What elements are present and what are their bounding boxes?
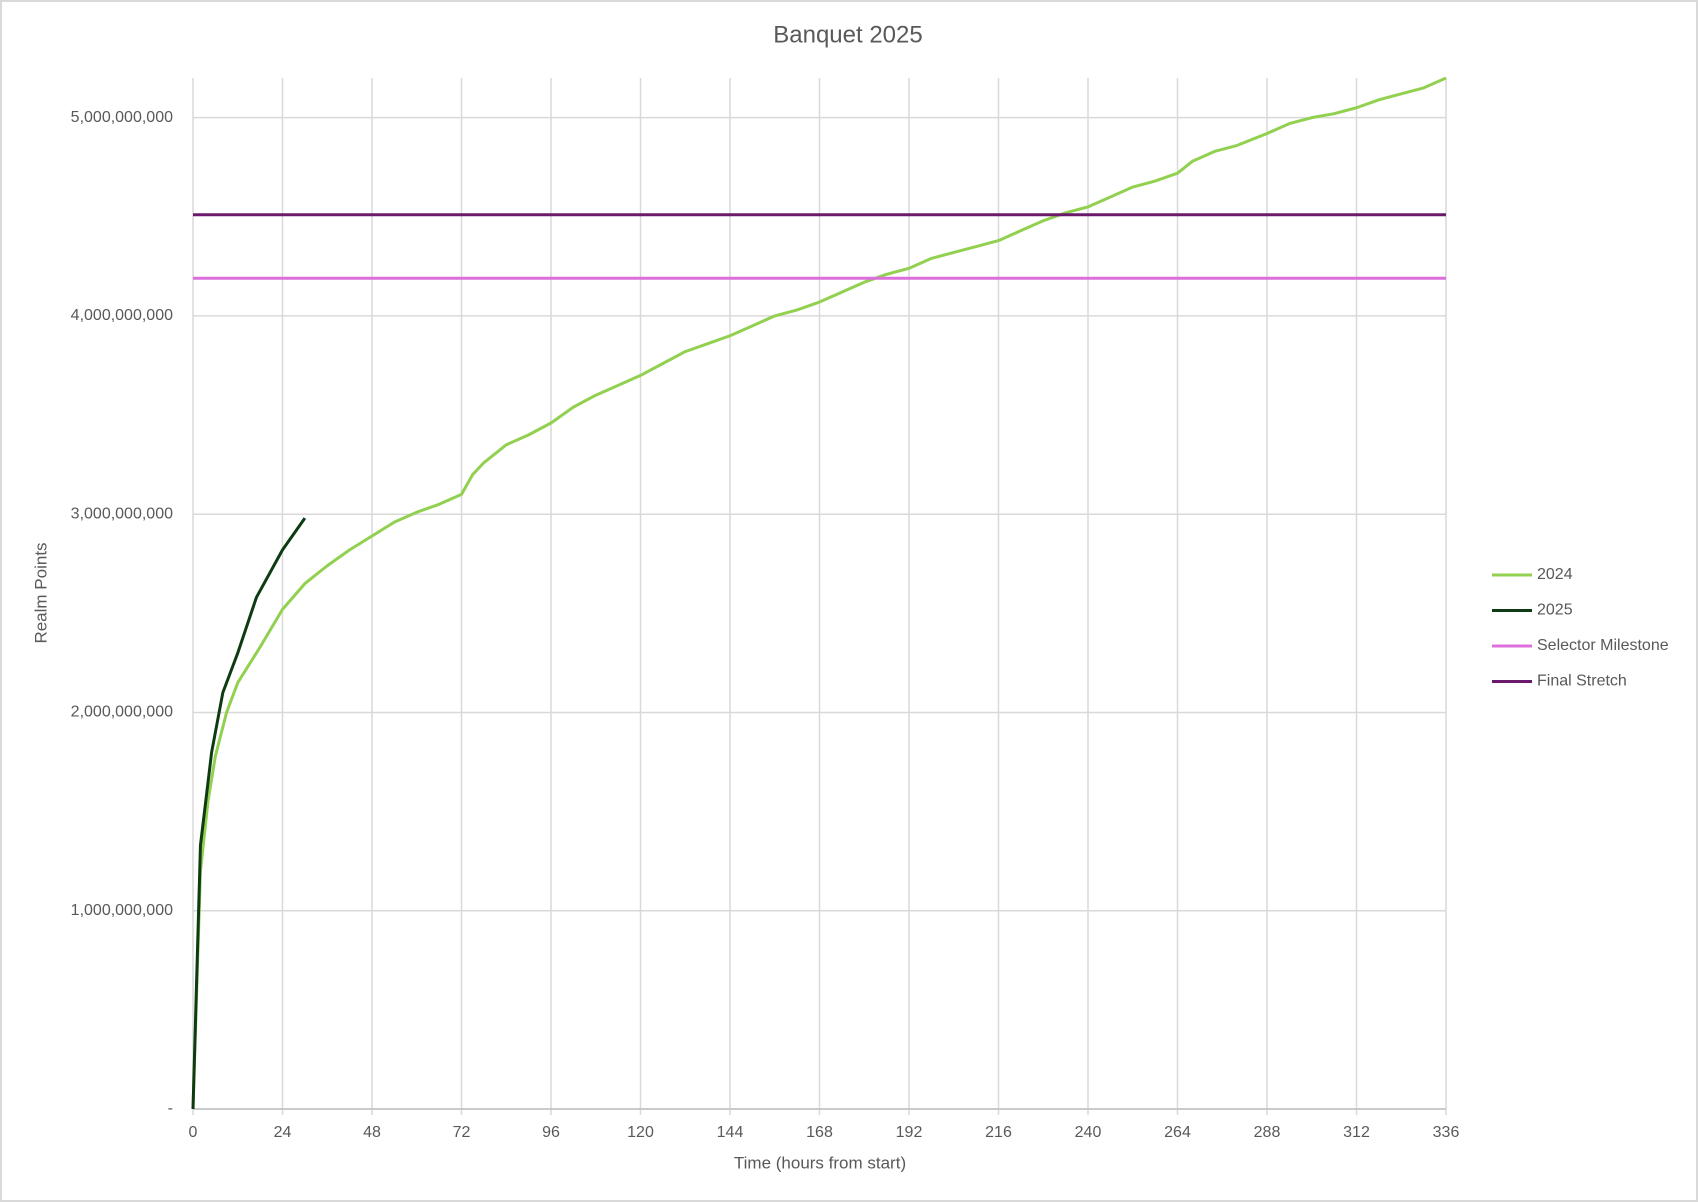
x-tick-label: 216 bbox=[985, 1124, 1012, 1141]
x-tick-label: 24 bbox=[274, 1124, 292, 1141]
x-tick-label: 120 bbox=[627, 1124, 654, 1141]
series-line bbox=[191, 76, 1447, 1110]
x-tick-label: 96 bbox=[542, 1124, 560, 1141]
x-tick-label: 192 bbox=[896, 1124, 923, 1141]
y-tick-label: - bbox=[168, 1100, 173, 1117]
x-tick-label: 288 bbox=[1254, 1124, 1281, 1141]
x-tick-label: 240 bbox=[1075, 1124, 1102, 1141]
y-axis-title: Realm Points bbox=[31, 542, 50, 643]
legend-label: Final Stretch bbox=[1537, 673, 1627, 690]
legend-label: 2024 bbox=[1537, 566, 1573, 583]
y-tick-label: 1,000,000,000 bbox=[71, 902, 173, 919]
y-tick-label: 3,000,000,000 bbox=[71, 505, 173, 522]
x-tick-label: 336 bbox=[1433, 1124, 1460, 1141]
y-tick-label: 4,000,000,000 bbox=[71, 307, 173, 324]
x-tick-label: 72 bbox=[453, 1124, 471, 1141]
y-tick-label: 2,000,000,000 bbox=[71, 704, 173, 721]
series-line bbox=[191, 517, 307, 1110]
legend-label: 2025 bbox=[1537, 602, 1573, 619]
x-tick-label: 312 bbox=[1343, 1124, 1370, 1141]
x-tick-label: 0 bbox=[189, 1124, 198, 1141]
x-axis-title: Time (hours from start) bbox=[734, 1153, 906, 1172]
x-tick-label: 144 bbox=[717, 1124, 744, 1141]
x-tick-label: 48 bbox=[363, 1124, 381, 1141]
legend-label: Selector Milestone bbox=[1537, 637, 1669, 654]
x-tick-label: 264 bbox=[1164, 1124, 1191, 1141]
chart-title: Banquet 2025 bbox=[773, 21, 922, 48]
y-tick-label: 5,000,000,000 bbox=[71, 109, 173, 126]
x-tick-label: 168 bbox=[806, 1124, 833, 1141]
